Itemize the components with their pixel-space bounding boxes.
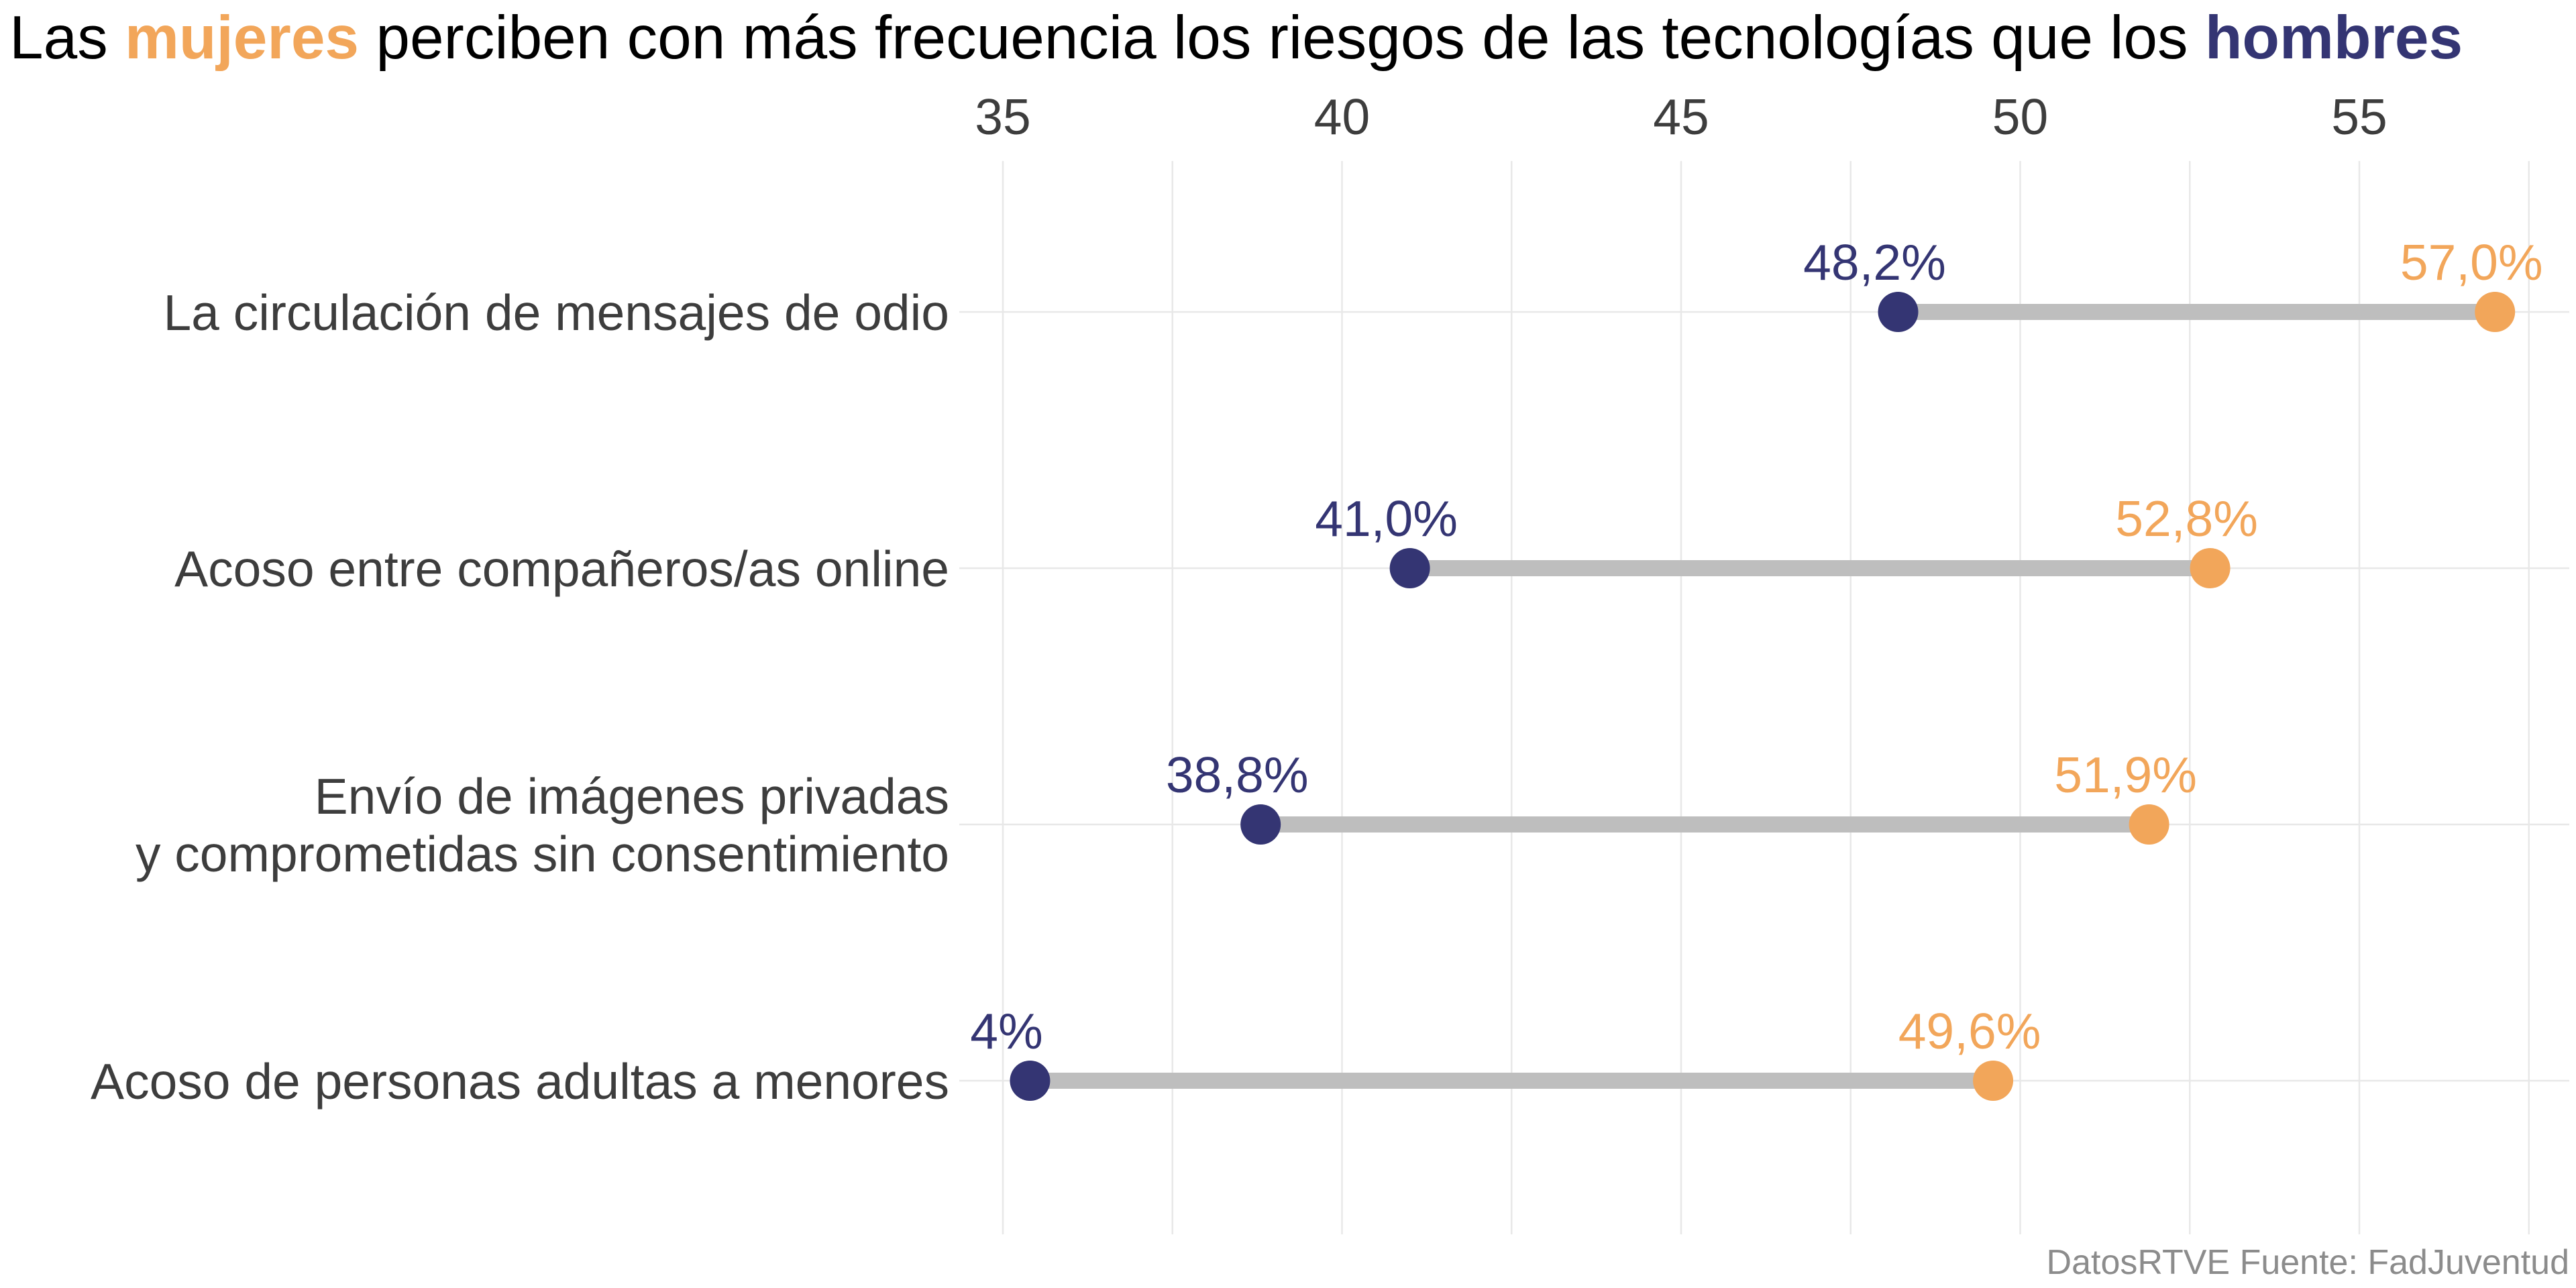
x-tick-label: 45 [1653,89,1709,145]
x-tick-label: 55 [2331,89,2387,145]
x-tick-label: 50 [1992,89,2048,145]
source-caption: DatosRTVE Fuente: FadJuventud [2046,1243,2569,1282]
men-point [1389,548,1430,588]
category-label: Acoso de personas adultas a menores [91,1053,949,1110]
category-label: La circulación de mensajes de odio [163,284,949,341]
men-point [1878,292,1919,332]
value-labels: 48,2% 41,0% 38,8% 4% 57,0% 52,8% 51,9% 49,6% [970,234,2542,1059]
data-points [1010,292,2516,1101]
women-point [2190,548,2231,588]
category-labels: La circulación de mensajes de odio Acoso … [91,284,949,1110]
category-label-line: Acoso entre compañeros/as online [174,541,949,597]
women-value-label: 57,0% [2400,234,2543,290]
men-value-label: 38,8% [1166,747,1309,803]
men-value-label: 41,0% [1315,490,1458,547]
title-men-word: hombres [2204,4,2463,72]
women-point [1973,1061,2014,1101]
category-label-line: Envío de imágenes privadas [315,768,949,824]
x-tick-label: 35 [975,89,1030,145]
title-women-word: mujeres [125,4,360,72]
women-value-label: 49,6% [1898,1003,2041,1059]
chart-title: Las mujeres perciben con más frecuencia … [9,1,2463,75]
men-point [1010,1061,1051,1101]
men-value-label: 48,2% [1803,234,1946,290]
women-point [2475,292,2516,332]
title-part-1: Las [9,4,125,72]
women-value-label: 51,9% [2054,747,2197,803]
category-label-line: La circulación de mensajes de odio [163,284,949,341]
title-part-2: perciben con más frecuencia los riesgos … [359,4,2205,72]
women-point [2129,804,2169,845]
category-label: Envío de imágenes privadas y comprometida… [136,768,949,882]
x-axis-ticks: 35 40 45 50 55 [975,89,2387,145]
category-label: Acoso entre compañeros/as online [174,541,949,597]
category-label-line: y comprometidas sin consentimiento [136,826,949,882]
men-point [1240,804,1281,845]
x-tick-label: 40 [1314,89,1370,145]
women-value-label: 52,8% [2115,490,2258,547]
men-value-label: 4% [970,1003,1042,1059]
category-label-line: Acoso de personas adultas a menores [91,1053,949,1110]
connector-lines [1030,304,2496,1089]
